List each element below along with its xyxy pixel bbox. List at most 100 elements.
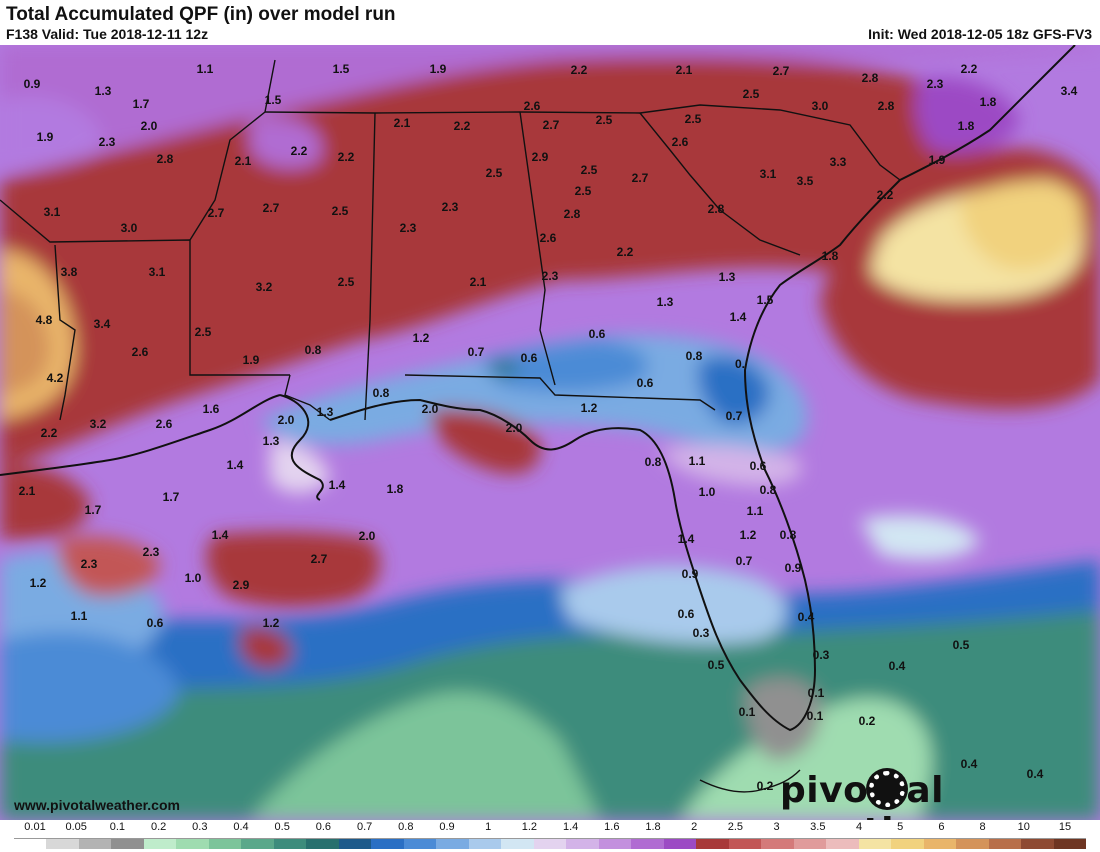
qpf-value-label: 3.1 [149,265,166,279]
qpf-value-label: 2.1 [394,116,411,130]
qpf-value-label: 1.3 [317,405,334,419]
qpf-value-label: 1.4 [678,532,695,546]
qpf-value-label: 0.8 [686,349,703,363]
scale-swatch [858,839,892,849]
scale-tick-label: 5 [897,821,904,833]
qpf-value-label: 0.3 [813,648,830,662]
qpf-value-label: 4.8 [36,313,53,327]
qpf-value-label: 1.2 [413,331,430,345]
qpf-value-label: 1.0 [699,485,716,499]
qpf-value-label: 1.5 [757,293,774,307]
scale-swatch [826,839,859,849]
qpf-value-label: 1.1 [689,454,706,468]
scale-swatch [761,839,794,849]
website-text[interactable]: www.pivotalweather.com [14,797,180,813]
scale-tick-label: 2.5 [727,821,744,833]
scale-swatch [241,839,274,849]
qpf-value-label: 1.5 [265,93,282,107]
qpf-value-label: 2.7 [311,552,328,566]
qpf-value-label: 0.4 [889,659,906,673]
brand-text-left: pivo [780,770,869,811]
scale-tick-label: 4 [855,821,863,833]
qpf-value-label: 2.2 [571,63,588,77]
qpf-value-label: 1.3 [95,84,112,98]
qpf-value-label: 2.2 [454,119,471,133]
qpf-value-label: 3.1 [44,205,61,219]
qpf-value-label: 2.6 [540,231,557,245]
qpf-value-label: 3.0 [121,221,138,235]
scale-swatch [663,839,697,849]
qpf-value-label: 2.6 [524,99,541,113]
qpf-value-label: 2.7 [263,201,280,215]
scale-bar [14,838,1086,849]
qpf-value-label: 2.0 [278,413,295,427]
qpf-value-label: 3.0 [812,99,829,113]
qpf-value-label: 1.6 [203,402,220,416]
scale-swatch [566,839,599,849]
scale-swatch [598,839,632,849]
scale-tick-label: 0.4 [233,821,249,833]
qpf-value-label: 1.4 [227,458,244,472]
qpf-value-label: 0.1 [807,709,824,723]
qpf-value-label: 1.2 [740,528,757,542]
scale-swatch [468,839,502,849]
qpf-value-label: 2.2 [877,188,894,202]
header: Total Accumulated QPF (in) over model ru… [0,0,1100,45]
scale-swatch [501,839,534,849]
scale-tick-label: 0.2 [150,821,167,833]
qpf-value-label: 2.8 [878,99,895,113]
scale-swatch [176,839,209,849]
qpf-value-label: 0.1 [739,705,756,719]
qpf-value-label: 0.9 [682,567,699,581]
scale-tick-label: 3.5 [810,821,826,833]
scale-swatch [371,839,404,849]
scale-swatch [1053,839,1086,849]
qpf-value-label: 1.4 [212,528,229,542]
qpf-value-label: 1.9 [929,153,946,167]
qpf-value-label: 1.3 [263,434,280,448]
qpf-value-label: 2.5 [195,325,212,339]
qpf-value-label: 2.8 [157,152,174,166]
scale-swatch [696,839,729,849]
scale-tick-label: 15 [1058,821,1072,833]
valid-time: F138 Valid: Tue 2018-12-11 12z [6,26,209,42]
scale-swatch [46,839,79,849]
qpf-value-label: 2.2 [291,144,308,158]
qpf-value-label: 1.5 [333,62,350,76]
qpf-value-label: 3.2 [256,280,273,294]
scale-swatch [988,839,1022,849]
qpf-value-label: 0.6 [147,616,164,630]
qpf-value-label: 1.2 [263,616,280,630]
scale-swatch [923,839,957,849]
scale-tick-label: 0.1 [109,821,126,833]
qpf-value-label: 1.2 [581,401,598,415]
scale-swatch [1021,839,1054,849]
scale-swatch [338,839,372,849]
scale-tick-label: 6 [938,821,945,833]
qpf-value-label: 2.5 [486,166,503,180]
qpf-value-label: 1.8 [822,249,839,263]
qpf-value-label: 2.8 [708,202,725,216]
qpf-value-label: 0.8 [645,455,662,469]
qpf-value-label: 1.7 [85,503,102,517]
qpf-value-label: 2.1 [676,63,693,77]
qpf-value-label: 4.2 [47,371,64,385]
qpf-value-label: 2.6 [156,417,173,431]
scale-tick-label: 2 [691,821,698,833]
scale-tick-label: 1.6 [604,821,620,833]
qpf-value-label: 2.5 [743,87,760,101]
scale-tick-label: 8 [979,821,986,833]
qpf-value-label: 1.8 [958,119,975,133]
scale-tick-label: 0.3 [192,821,208,833]
qpf-value-label: 0.7 [726,409,743,423]
gear-icon [869,771,906,807]
qpf-value-label: 0.3 [693,626,710,640]
qpf-map[interactable]: 0.9 1.1 1.5 1.9 2.2 2.1 2.7 2.8 2.3 2.2 3.4 1.3 1.7 1… [0,45,1100,820]
scale-swatch [14,839,47,849]
qpf-value-label: 1.7 [133,97,150,111]
qpf-value-label: 2.3 [400,221,417,235]
qpf-value-label: 2.9 [532,150,549,164]
qpf-value-label: 1.9 [37,130,54,144]
qpf-value-label: 0.5 [953,638,970,652]
qpf-value-label: 0.1 [808,686,825,700]
